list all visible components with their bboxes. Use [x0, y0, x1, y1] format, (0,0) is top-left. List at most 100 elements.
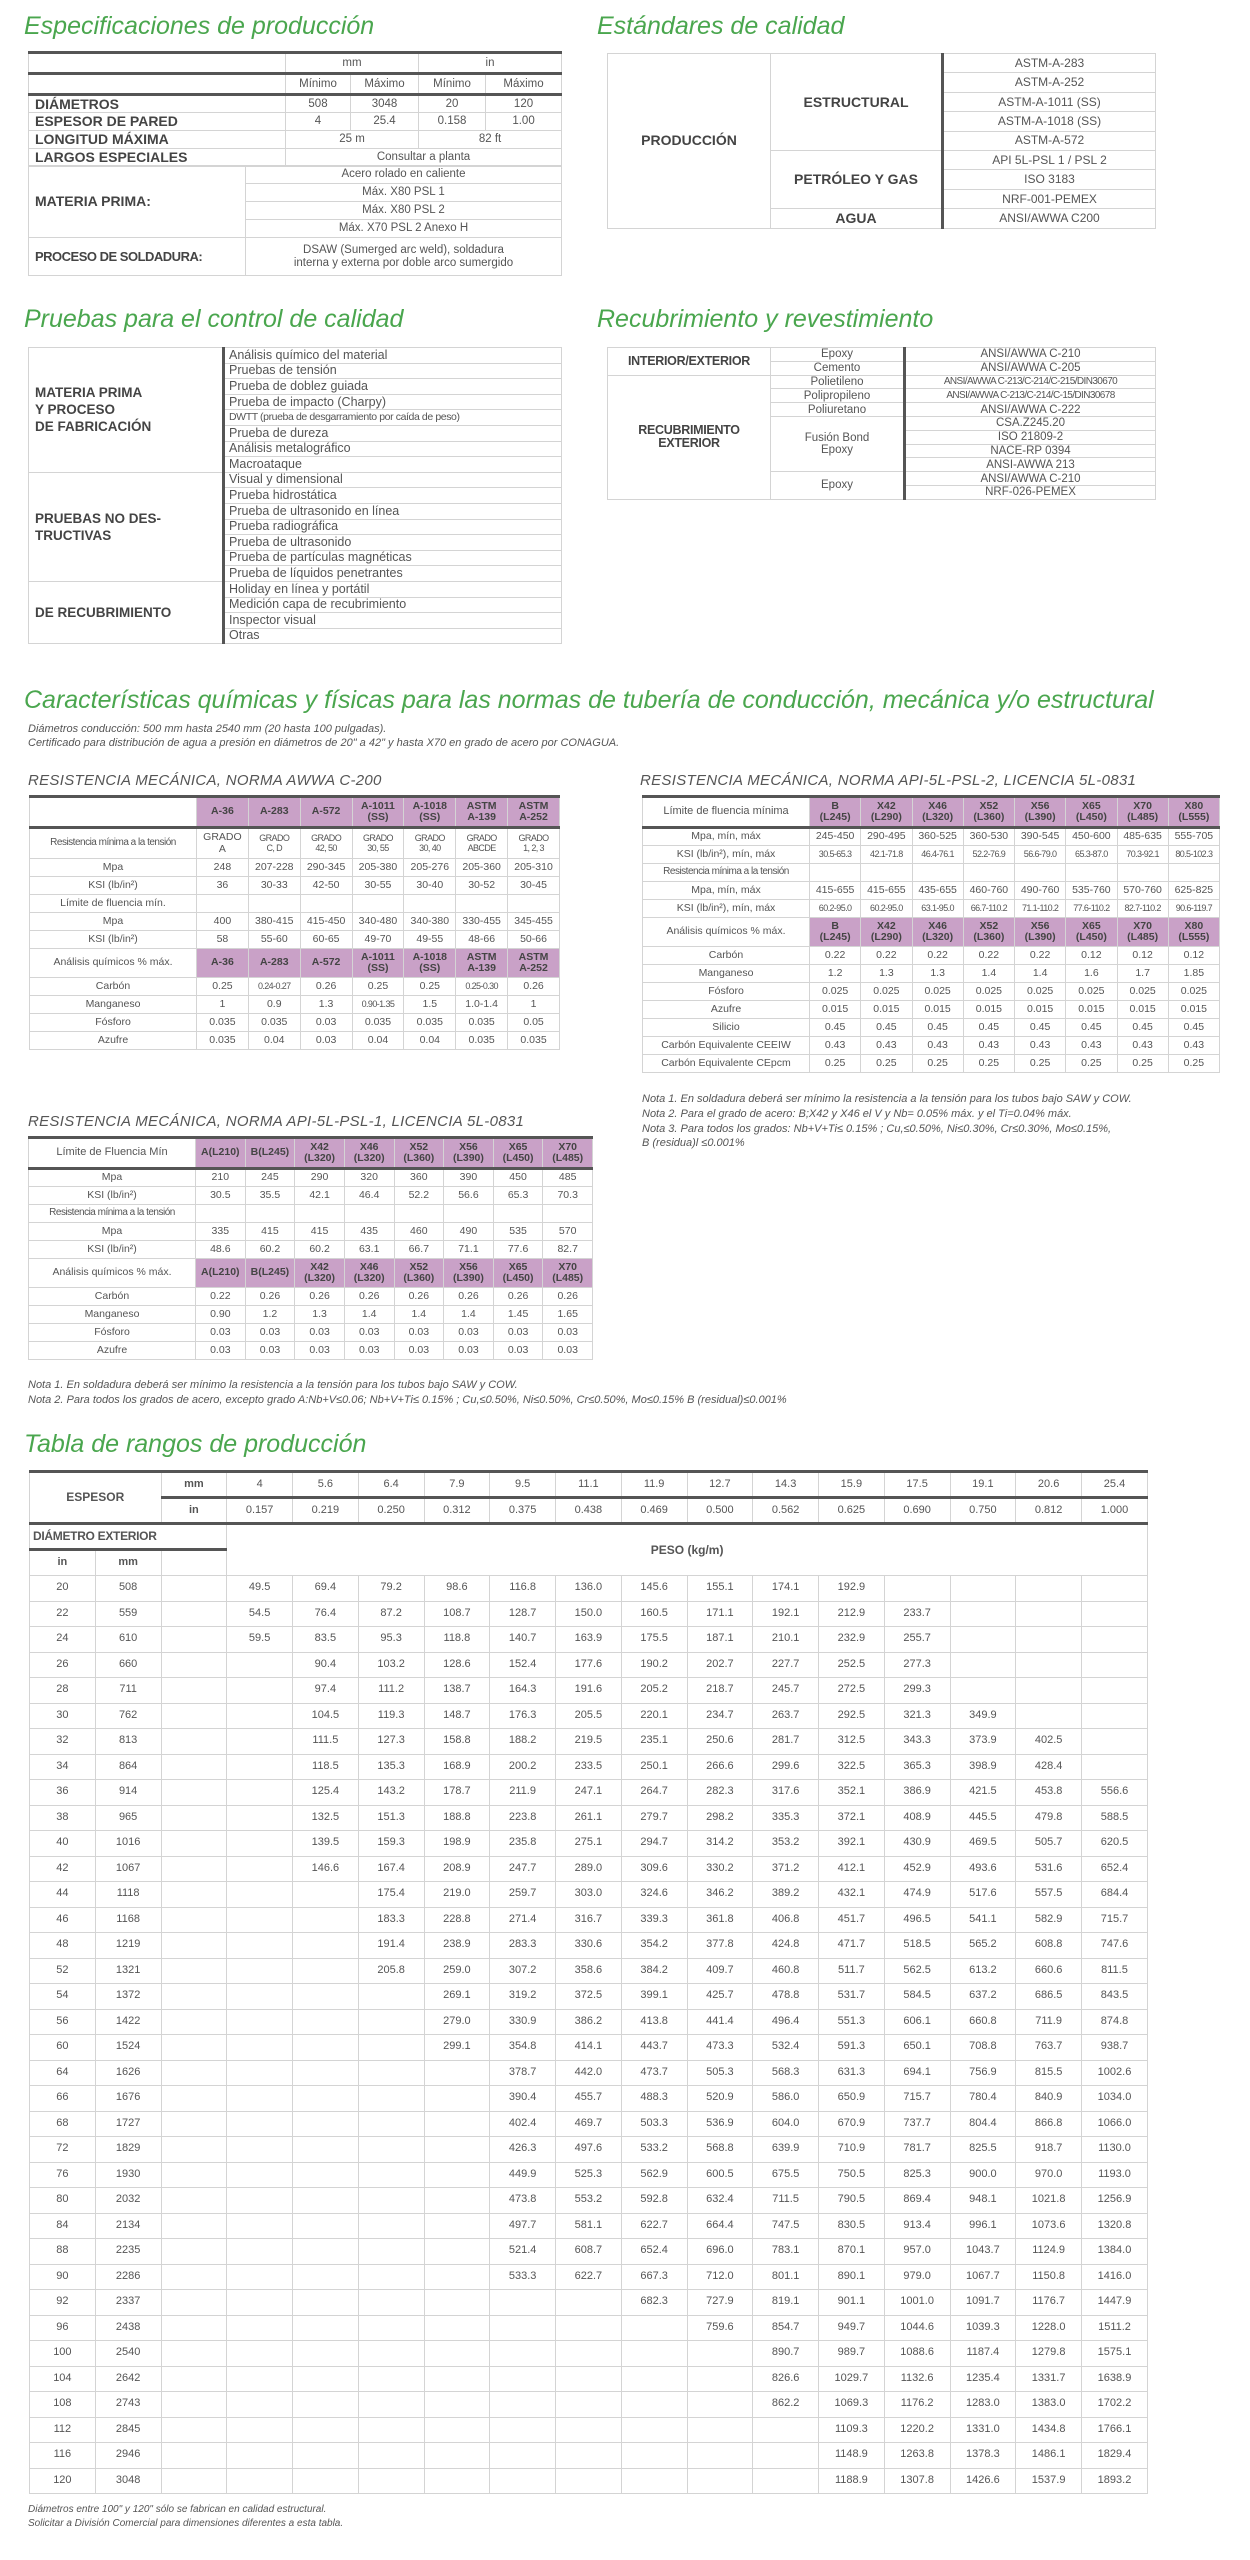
peso-cell: 164.3 [489, 1677, 556, 1704]
peso-cell: 252.5 [818, 1651, 885, 1678]
peso-cell: 128.6 [423, 1651, 491, 1678]
peso-cell: 377.8 [686, 1932, 754, 1959]
grid-row: Manganeso 1 0.9 1.3 0.90-1.35 1.5 1.0-1.4 1 [29, 995, 560, 1014]
grid-cell: 0.025 [911, 982, 964, 1001]
peso-cell: 358.6 [555, 1957, 622, 1984]
peso-cell: 901.1 [818, 2289, 885, 2316]
estandar-category: PETRÓLEO Y GAS [770, 149, 943, 210]
grid-cell: 535 [492, 1222, 544, 1241]
peso-cell: 168.9 [423, 1753, 491, 1780]
grid-column-header: X46 (L320) [911, 796, 964, 829]
grid-row-label: Carbón [28, 1287, 196, 1306]
empty-cell [226, 2340, 293, 2367]
diametro-in: 108 [29, 2391, 96, 2418]
empty-cell [226, 2212, 293, 2239]
grid-row: Manganeso 0.90 1.2 1.3 1.4 1.4 1.4 1.45 1.65 [28, 1305, 593, 1324]
grid-cell: 0.015 [1167, 1000, 1221, 1019]
grid-cell: 415-655 [860, 881, 913, 900]
prueba-item: DWTT (prueba de desgarramiento por caída… [222, 409, 562, 426]
prueba-item: Análisis metalográfico [222, 440, 562, 458]
grid-cell: 1 [196, 995, 249, 1014]
grid-empty-cell [507, 894, 560, 913]
prueba-category: PRUEBAS NO DES- TRUCTIVAS [28, 471, 224, 582]
recubrimiento-row: NRF-026-PEMEX [608, 484, 1156, 500]
peso-cell: 478.8 [752, 1983, 819, 2010]
grid-corner [29, 796, 197, 829]
grid-cell: 52.2-76.9 [962, 845, 1016, 864]
peso-cell: 1434.8 [1015, 2416, 1082, 2443]
grid-empty-cell [1167, 863, 1221, 882]
grid-cell: 65.3-87.0 [1065, 845, 1118, 864]
grid-cell: 0.26 [507, 977, 560, 996]
peso-cell: 111.2 [357, 1677, 425, 1704]
empty-cell [226, 1804, 293, 1831]
empty-cell [357, 2212, 425, 2239]
grid-cell: 205-380 [351, 858, 405, 877]
peso-cell: 233.7 [883, 1600, 951, 1627]
note: Nota 2. Para todos los grados de acero, … [28, 1394, 787, 1406]
rangos-notes: Diámetros entre 100" y 120" sólo se fabr… [28, 2503, 343, 2531]
grid-cell: 400 [196, 912, 249, 931]
diametro-mm: 1422 [94, 2008, 162, 2035]
grid-cell: 46.4-76.1 [911, 845, 964, 864]
grid-row: Carbón 0.25 0.24-0.27 0.26 0.25 0.25 0.25-0.30… [29, 977, 560, 996]
diametro-in: 54 [29, 1983, 96, 2010]
grid-cell: 0.45 [962, 1018, 1016, 1037]
espesor-mm: 14.3 [752, 1471, 819, 1499]
grid-row: KSI (lb/in²) 36 30-33 42-50 30-55 30-40 30-52 3… [29, 876, 560, 895]
peso-cell: 259.7 [489, 1881, 556, 1908]
rangos-title: Tabla de rangos de producción [24, 1430, 367, 1458]
grid-cell: 0.035 [507, 1031, 560, 1050]
peso-cell: 263.7 [752, 1702, 819, 1729]
empty-cell [292, 2085, 359, 2112]
peso-cell: 95.3 [357, 1626, 425, 1653]
peso-cell: 354.8 [489, 2034, 556, 2061]
empty-cell [160, 1779, 228, 1806]
grid-row-label: Mpa, mín, máx [642, 827, 810, 846]
empty-cell [357, 2238, 425, 2265]
peso-cell: 421.5 [949, 1779, 1017, 1806]
espesor-label: ESPESOR [29, 1471, 162, 1525]
grid-cell: 48-66 [455, 930, 509, 949]
peso-cell: 279.7 [620, 1804, 688, 1831]
spec-value: 508 [285, 94, 351, 113]
peso-cell: 750.5 [818, 2161, 885, 2188]
empty-cell [883, 1575, 951, 1602]
empty-cell [489, 2365, 556, 2392]
diametro-mm: 1524 [94, 2034, 162, 2061]
espesor-in: 0.219 [292, 1497, 359, 1525]
peso-cell: 378.7 [489, 2059, 556, 2086]
grid-cell: 415-655 [808, 881, 862, 900]
empty-cell [686, 2416, 754, 2443]
peso-cell: 632.4 [686, 2187, 754, 2214]
diametro-mm: 762 [94, 1702, 162, 1729]
peso-cell: 87.2 [357, 1600, 425, 1627]
empty-cell [1081, 1600, 1148, 1627]
empty-cell [292, 2467, 359, 2494]
peso-cell: 473.7 [620, 2059, 688, 2086]
grid-row-label: KSI (lb/in²) [28, 1186, 196, 1205]
grid-row-label: Carbón Equivalente CEpcm [642, 1054, 810, 1073]
grid-cell: 30-45 [507, 876, 560, 895]
spec-value: 3048 [349, 94, 420, 113]
spec-label: LARGOS ESPECIALES [28, 148, 286, 167]
grid-column-header: X56 (L390) [1013, 796, 1067, 829]
prueba-item: Pruebas de tensión [222, 362, 562, 380]
grid-empty-cell [244, 1204, 296, 1223]
grid-cell: 0.015 [1116, 1000, 1169, 1019]
empty-cell [357, 2365, 425, 2392]
peso-cell: 637.2 [949, 1983, 1017, 2010]
peso-cell: 432.1 [818, 1881, 885, 1908]
grid-cell: 245-450 [808, 827, 862, 846]
peso-cell: 298.2 [686, 1804, 754, 1831]
peso-cell: 138.7 [423, 1677, 491, 1704]
peso-cell: 303.0 [555, 1881, 622, 1908]
prueba-row: DE RECUBRIMIENTO Holiday en línea y portá… [28, 580, 562, 645]
spec-value: 25 m [284, 130, 420, 149]
peso-cell: 1088.6 [883, 2340, 951, 2367]
peso-cell: 392.1 [818, 1830, 885, 1857]
peso-cell: 1066.0 [1081, 2110, 1148, 2137]
grid-empty-cell [808, 863, 862, 882]
grid-cell: 0.26 [294, 1287, 345, 1306]
peso-cell: 1109.3 [818, 2416, 885, 2443]
